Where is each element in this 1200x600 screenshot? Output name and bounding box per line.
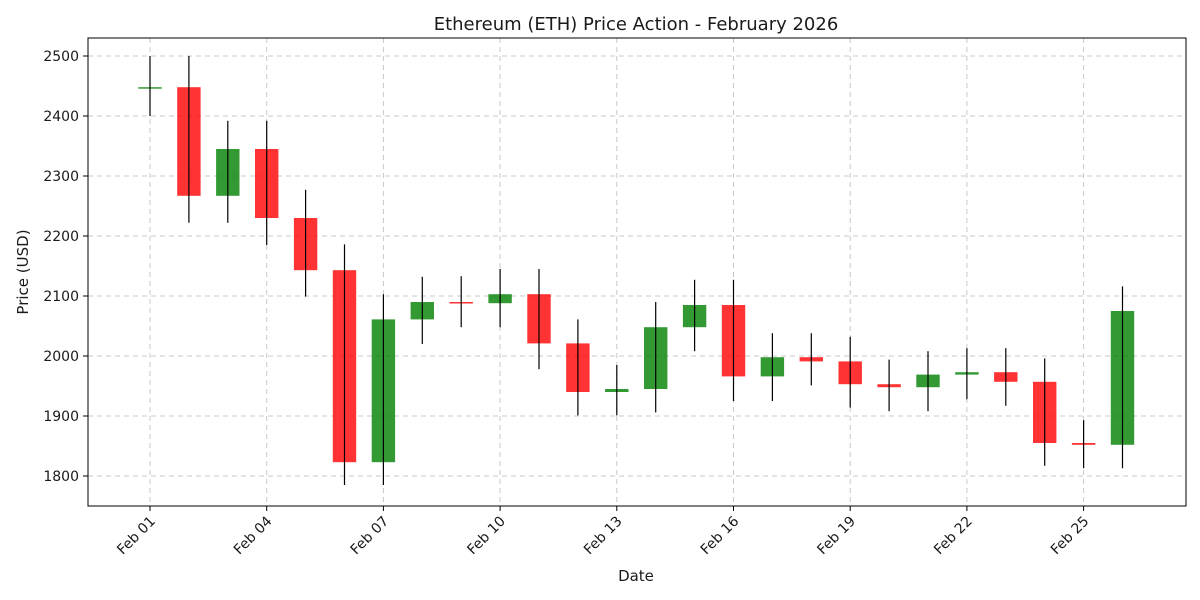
candle (760, 333, 785, 401)
y-tick-label: 2100 (43, 289, 79, 305)
candle (449, 276, 473, 328)
candle (721, 279, 746, 401)
candle (332, 244, 357, 485)
x-tick-label: Feb 25 (1048, 514, 1093, 559)
candle (138, 56, 162, 116)
candle (994, 348, 1018, 406)
y-tick-label: 1800 (43, 469, 79, 485)
y-tick-label: 2400 (43, 109, 79, 125)
x-tick-label: Feb 01 (114, 514, 159, 559)
x-tick-label: Feb 10 (464, 514, 509, 559)
y-tick-label: 2500 (43, 49, 79, 65)
candle (644, 302, 668, 413)
candle (682, 279, 707, 352)
candle (566, 319, 590, 416)
candle (1033, 358, 1057, 466)
candle (799, 333, 823, 386)
chart-title: Ethereum (ETH) Price Action - February 2… (434, 14, 839, 35)
candle (293, 189, 318, 297)
x-tick-label: Feb 13 (581, 514, 626, 559)
plot-frame (87, 37, 1187, 507)
y-tick-label: 2000 (43, 349, 79, 365)
candle (877, 359, 901, 412)
x-tick-label: Feb 04 (231, 513, 276, 558)
grid (88, 38, 1186, 506)
candle (1071, 420, 1096, 469)
candle (177, 56, 201, 223)
candle (527, 269, 551, 370)
x-tick-label: Feb 19 (814, 514, 859, 559)
x-axis-label: Date (618, 567, 654, 585)
candle (410, 276, 434, 344)
x-tick-label: Feb 07 (348, 514, 393, 559)
y-tick-label: 1900 (43, 409, 79, 425)
candle (216, 120, 240, 223)
candle (838, 336, 862, 408)
candle (1110, 286, 1135, 469)
y-axis-ticks: 1800 1900 2000 2100 2200 2300 2400 2500 (43, 49, 88, 485)
candle (916, 351, 940, 412)
y-tick-label: 2200 (43, 229, 79, 245)
candle (488, 269, 512, 328)
candle (955, 348, 979, 400)
x-tick-label: Feb 16 (698, 513, 743, 558)
candle (605, 365, 629, 416)
x-axis-ticks: Feb 01 Feb 04 Feb 07 Feb 10 Feb 13 Feb 16 Feb … (114, 506, 1092, 558)
y-axis-label: Price (USD) (14, 229, 32, 314)
candle (371, 294, 396, 485)
candles (138, 56, 1135, 485)
x-tick-label: Feb 22 (931, 514, 976, 559)
y-tick-label: 2300 (43, 169, 79, 185)
candle (255, 120, 279, 245)
